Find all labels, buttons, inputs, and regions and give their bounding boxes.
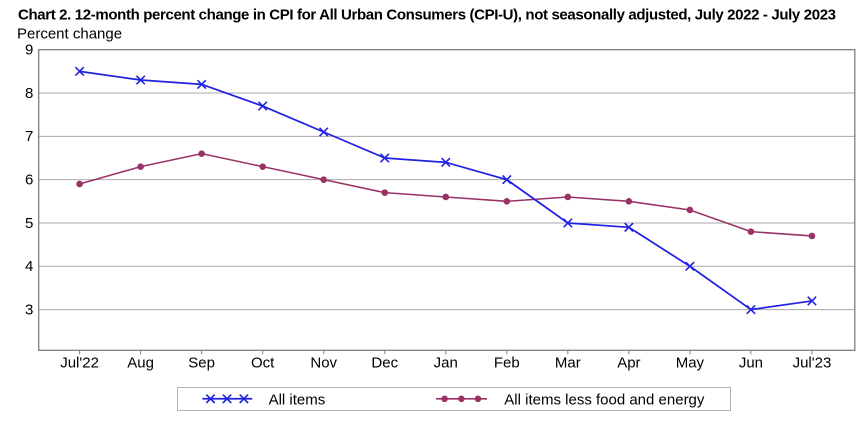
svg-text:4: 4 — [25, 258, 33, 275]
svg-text:Sep: Sep — [188, 354, 215, 371]
svg-text:All items less food and energy: All items less food and energy — [504, 391, 705, 408]
svg-text:6: 6 — [25, 172, 33, 189]
svg-text:9: 9 — [25, 42, 33, 59]
svg-text:Dec: Dec — [371, 354, 398, 371]
svg-text:Jun: Jun — [739, 354, 763, 371]
svg-text:May: May — [676, 354, 705, 371]
svg-text:Mar: Mar — [555, 354, 581, 371]
svg-text:8: 8 — [25, 85, 33, 102]
svg-text:Jul'22: Jul'22 — [60, 354, 99, 371]
svg-text:5: 5 — [25, 215, 33, 232]
svg-text:Jan: Jan — [434, 354, 458, 371]
svg-text:7: 7 — [25, 128, 33, 145]
svg-text:3: 3 — [25, 302, 33, 319]
svg-text:Oct: Oct — [251, 354, 275, 371]
svg-text:Percent change: Percent change — [17, 25, 122, 42]
svg-text:All items: All items — [269, 391, 326, 408]
svg-text:Apr: Apr — [617, 354, 640, 371]
svg-text:Aug: Aug — [127, 354, 154, 371]
svg-text:Chart 2. 12-month percent chan: Chart 2. 12-month percent change in CPI … — [18, 7, 836, 24]
svg-text:Nov: Nov — [310, 354, 337, 371]
svg-text:Jul'23: Jul'23 — [793, 354, 832, 371]
svg-text:Feb: Feb — [494, 354, 520, 371]
